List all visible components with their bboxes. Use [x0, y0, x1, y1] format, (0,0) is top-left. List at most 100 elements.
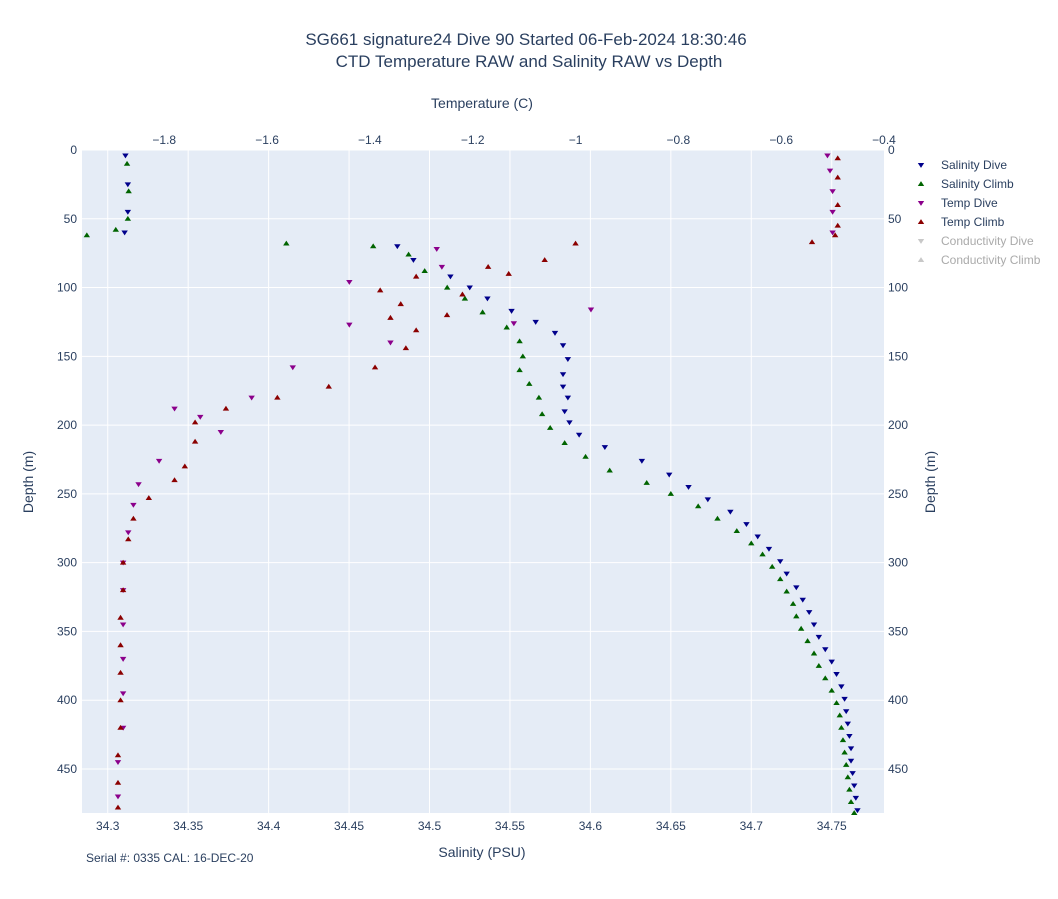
axes: 34.3 34.35 34.4 34.45 34.5 34.55 34.6 34.65 34.7…: [57, 133, 908, 833]
data-point: [846, 786, 853, 792]
data-point: [484, 296, 491, 302]
data-point: [532, 319, 539, 325]
data-point: [759, 551, 766, 557]
data-point: [783, 588, 790, 594]
legend-item[interactable]: Salinity Climb: [917, 177, 1014, 191]
data-point: [566, 420, 573, 426]
legend-marker: [917, 238, 925, 244]
data-point: [831, 232, 839, 238]
data-point: [854, 808, 861, 814]
data-point: [394, 244, 401, 250]
data-point: [510, 321, 518, 327]
data-point: [283, 240, 290, 246]
data-point: [841, 749, 848, 755]
y-axis-title: Depth (m): [20, 451, 36, 513]
y2-tick-label: 150: [888, 349, 908, 363]
grid: [82, 149, 884, 813]
data-point: [808, 239, 816, 245]
data-point: [171, 406, 178, 412]
data-point: [833, 700, 840, 705]
data-point: [130, 515, 137, 521]
data-point: [606, 467, 613, 473]
data-point: [412, 327, 420, 333]
data-point: [181, 463, 189, 469]
legend-marker: [917, 200, 925, 206]
data-point: [844, 721, 852, 727]
data-point: [121, 230, 128, 236]
data-point: [748, 540, 755, 546]
data-point: [828, 687, 835, 693]
data-point: [815, 634, 823, 640]
data-point: [461, 295, 469, 301]
data-point: [826, 168, 834, 174]
data-point: [369, 243, 377, 249]
data-point: [376, 287, 384, 293]
data-point: [810, 622, 818, 628]
legend-item[interactable]: Temp Climb: [917, 215, 1005, 229]
data-point: [541, 257, 548, 263]
data-point: [397, 301, 404, 307]
data-point: [135, 482, 142, 488]
legend-label: Temp Climb: [941, 215, 1005, 229]
data-point: [538, 411, 546, 417]
data-point: [119, 622, 127, 628]
legend[interactable]: Salinity Dive Salinity Climb Temp Dive Temp…: [917, 158, 1041, 267]
legend-label: Temp Dive: [941, 196, 998, 210]
data-point: [274, 394, 281, 400]
y2-tick-label: 450: [888, 762, 908, 776]
data-point: [546, 424, 554, 430]
y2-tick-label: 400: [888, 693, 908, 707]
data-point: [171, 477, 178, 483]
data-point: [289, 365, 296, 371]
series-temp-climb: [114, 155, 841, 810]
x2-tick-label: −0.6: [769, 133, 793, 147]
data-point: [124, 215, 132, 221]
y-tick-label: 200: [57, 418, 77, 432]
legend-item[interactable]: Conductivity Dive: [917, 234, 1034, 248]
data-point: [805, 610, 813, 616]
data-point: [559, 372, 567, 378]
legend-label: Conductivity Climb: [941, 253, 1041, 267]
data-point: [575, 432, 583, 438]
data-point: [117, 697, 124, 703]
y2-axis-title: Depth (m): [922, 451, 938, 513]
x2-tick-label: −1.6: [255, 133, 279, 147]
data-point: [842, 709, 850, 715]
data-point: [197, 414, 204, 420]
y-tick-label: 150: [57, 349, 77, 363]
data-point: [561, 409, 568, 415]
data-point: [114, 779, 122, 785]
data-point: [829, 189, 836, 195]
data-point: [412, 273, 420, 279]
data-point: [325, 383, 332, 389]
data-point: [387, 314, 394, 320]
data-point: [123, 160, 131, 166]
x-axis-title: Salinity (PSU): [438, 844, 525, 860]
data-point: [727, 509, 734, 515]
data-point: [124, 209, 132, 215]
data-point: [838, 724, 845, 730]
x2-tick-label: −1: [569, 133, 583, 147]
x-tick-label: 34.45: [334, 819, 364, 833]
plot-area: [82, 150, 884, 813]
data-point: [122, 153, 129, 159]
x-tick-label: 34.35: [173, 819, 203, 833]
legend-item[interactable]: Temp Dive: [917, 196, 998, 210]
legend-item[interactable]: Salinity Dive: [917, 158, 1008, 172]
x-tick-label: 34.4: [257, 819, 281, 833]
data-point: [191, 438, 199, 444]
data-point: [114, 794, 122, 800]
data-point: [587, 307, 595, 313]
x2-tick-label: −1.2: [461, 133, 485, 147]
data-point: [733, 528, 740, 534]
data-point: [125, 188, 132, 194]
data-point: [119, 559, 127, 565]
data-point: [847, 758, 855, 764]
data-point: [694, 503, 702, 509]
data-point: [789, 601, 797, 606]
data-point: [438, 264, 446, 270]
data-point: [839, 737, 847, 743]
legend-item[interactable]: Conductivity Climb: [917, 253, 1041, 267]
chart-title: SG661 signature24 Dive 90 Started 06-Feb…: [305, 30, 746, 49]
